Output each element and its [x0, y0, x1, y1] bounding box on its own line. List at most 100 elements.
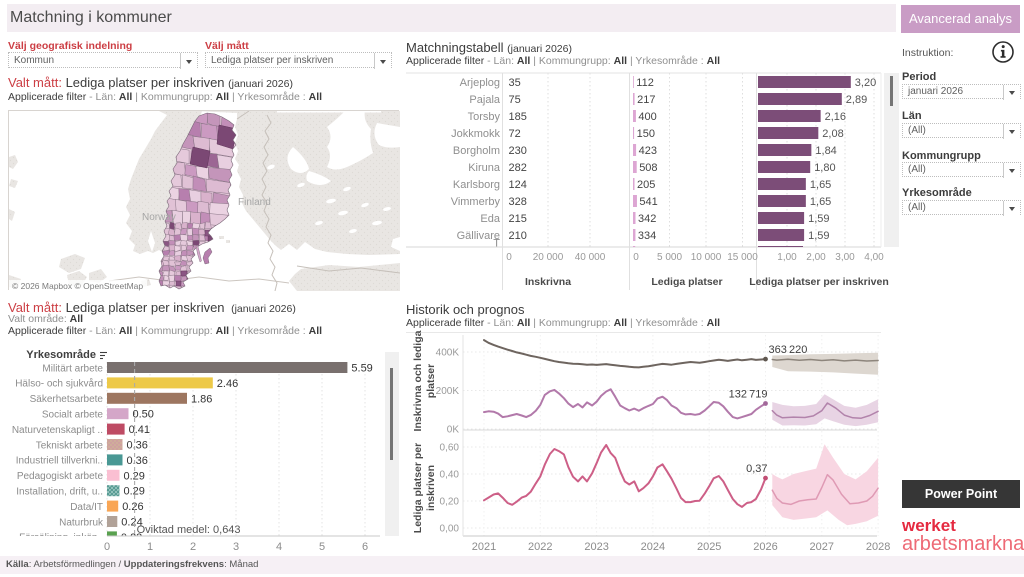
svg-text:0,37: 0,37: [746, 463, 767, 475]
svg-text:Inskrivna: Inskrivna: [525, 276, 571, 288]
svg-text:Naturbruk: Naturbruk: [59, 517, 104, 528]
svg-text:Hälso- och sjukvård: Hälso- och sjukvård: [15, 378, 103, 390]
svg-text:2024: 2024: [641, 541, 665, 553]
svg-text:0.36: 0.36: [127, 455, 148, 467]
svg-text:Karlsborg: Karlsborg: [453, 179, 500, 191]
svg-text:platser: platser: [425, 364, 437, 398]
svg-text:200K: 200K: [436, 386, 460, 397]
svg-text:Säkerhetsarbete: Säkerhetsarbete: [30, 394, 104, 405]
svg-text:2023: 2023: [584, 541, 608, 553]
svg-text:0,60: 0,60: [440, 443, 460, 454]
svg-text:2,89: 2,89: [846, 94, 867, 106]
svg-text:Industriell tillverkni..: Industriell tillverkni..: [16, 456, 103, 467]
svg-text:6: 6: [362, 541, 368, 553]
svg-text:2,08: 2,08: [822, 128, 843, 140]
svg-text:3,20: 3,20: [855, 77, 876, 89]
svg-text:1,00: 1,00: [777, 252, 797, 263]
svg-text:0.41: 0.41: [129, 424, 150, 436]
svg-text:Yrkesområde: Yrkesområde: [26, 349, 96, 361]
svg-text:Naturvetenskapligt ..: Naturvetenskapligt ..: [12, 425, 103, 436]
svg-text:40 000: 40 000: [575, 252, 606, 263]
svg-text:5: 5: [319, 541, 325, 553]
svg-text:0,40: 0,40: [440, 470, 460, 481]
svg-text:3,00: 3,00: [835, 252, 855, 263]
svg-text:400: 400: [638, 111, 656, 123]
svg-text:Socialt arbete: Socialt arbete: [42, 410, 104, 421]
svg-text:2: 2: [190, 541, 196, 553]
svg-text:Inskrivna och lediga: Inskrivna och lediga: [412, 330, 424, 431]
svg-text:0.23: 0.23: [121, 532, 142, 544]
svg-text:2022: 2022: [528, 541, 552, 553]
svg-text:Jokkmokk: Jokkmokk: [451, 128, 500, 140]
svg-text:0: 0: [104, 541, 110, 553]
svg-text:363 220: 363 220: [769, 344, 808, 356]
svg-text:1,59: 1,59: [808, 213, 829, 225]
svg-text:2028: 2028: [866, 541, 890, 553]
svg-text:2021: 2021: [472, 541, 496, 553]
svg-text:1,80: 1,80: [814, 162, 835, 174]
svg-text:0K: 0K: [447, 425, 460, 436]
svg-text:Vimmerby: Vimmerby: [451, 196, 501, 208]
svg-text:2025: 2025: [697, 541, 721, 553]
svg-text:210: 210: [509, 230, 527, 242]
svg-text:328: 328: [509, 196, 527, 208]
svg-text:Arjeplog: Arjeplog: [460, 77, 500, 89]
svg-text:541: 541: [639, 196, 657, 208]
svg-text:4,00: 4,00: [864, 252, 884, 263]
svg-text:72: 72: [509, 128, 521, 140]
svg-text:Data/IT: Data/IT: [70, 502, 103, 513]
svg-text:1,65: 1,65: [810, 179, 831, 191]
svg-text:132 719: 132 719: [729, 389, 768, 401]
svg-text:0,20: 0,20: [440, 497, 460, 508]
svg-text:T: T: [493, 238, 500, 250]
svg-text:2026: 2026: [753, 541, 777, 553]
svg-text:1: 1: [147, 541, 153, 553]
svg-text:0,00: 0,00: [440, 524, 460, 535]
svg-text:0.26: 0.26: [122, 501, 143, 513]
svg-text:Militärt arbete: Militärt arbete: [42, 363, 103, 374]
svg-text:35: 35: [509, 77, 521, 89]
svg-text:Pajala: Pajala: [469, 94, 500, 106]
svg-text:2,16: 2,16: [825, 111, 846, 123]
svg-text:423: 423: [639, 145, 657, 157]
svg-text:1,84: 1,84: [815, 145, 836, 157]
svg-text:508: 508: [639, 162, 657, 174]
svg-text:217: 217: [637, 94, 655, 106]
svg-text:1,65: 1,65: [810, 196, 831, 208]
svg-text:Lediga platser: Lediga platser: [651, 276, 722, 288]
svg-text:205: 205: [637, 179, 655, 191]
svg-text:75: 75: [509, 94, 521, 106]
svg-text:5.59: 5.59: [351, 363, 372, 375]
svg-text:20 000: 20 000: [533, 252, 564, 263]
svg-text:334: 334: [638, 230, 656, 242]
svg-text:Finland: Finland: [238, 197, 271, 208]
svg-text:150: 150: [637, 128, 655, 140]
svg-text:Lediga platser per: Lediga platser per: [412, 443, 424, 533]
svg-text:0.24: 0.24: [121, 517, 142, 529]
svg-text:215: 215: [509, 213, 527, 225]
svg-text:400K: 400K: [436, 348, 460, 359]
svg-text:0.36: 0.36: [127, 440, 148, 452]
svg-text:3: 3: [233, 541, 239, 553]
svg-text:185: 185: [509, 111, 527, 123]
svg-text:112: 112: [636, 77, 654, 89]
svg-text:124: 124: [509, 179, 527, 191]
svg-text:342: 342: [638, 213, 656, 225]
svg-text:Oviktad medel: 0,643: Oviktad medel: 0,643: [137, 524, 241, 536]
svg-text:Eda: Eda: [480, 213, 500, 225]
svg-text:Kiruna: Kiruna: [468, 162, 501, 174]
svg-text:4: 4: [276, 541, 282, 553]
svg-text:Norway: Norway: [142, 212, 176, 223]
svg-text:inskriven: inskriven: [425, 465, 437, 511]
svg-text:Lediga platser per inskriven: Lediga platser per inskriven: [749, 276, 888, 288]
svg-text:1.86: 1.86: [191, 393, 212, 405]
svg-text:Tekniskt arbete: Tekniskt arbete: [36, 440, 104, 451]
svg-text:Gällivare: Gällivare: [457, 230, 500, 242]
svg-text:15 000: 15 000: [727, 252, 758, 263]
svg-text:0.50: 0.50: [133, 409, 154, 421]
svg-text:0: 0: [506, 252, 512, 263]
svg-text:Pedagogiskt arbete: Pedagogiskt arbete: [17, 471, 104, 482]
svg-text:Torsby: Torsby: [468, 111, 501, 123]
svg-text:230: 230: [509, 145, 527, 157]
svg-text:2.46: 2.46: [217, 378, 238, 390]
